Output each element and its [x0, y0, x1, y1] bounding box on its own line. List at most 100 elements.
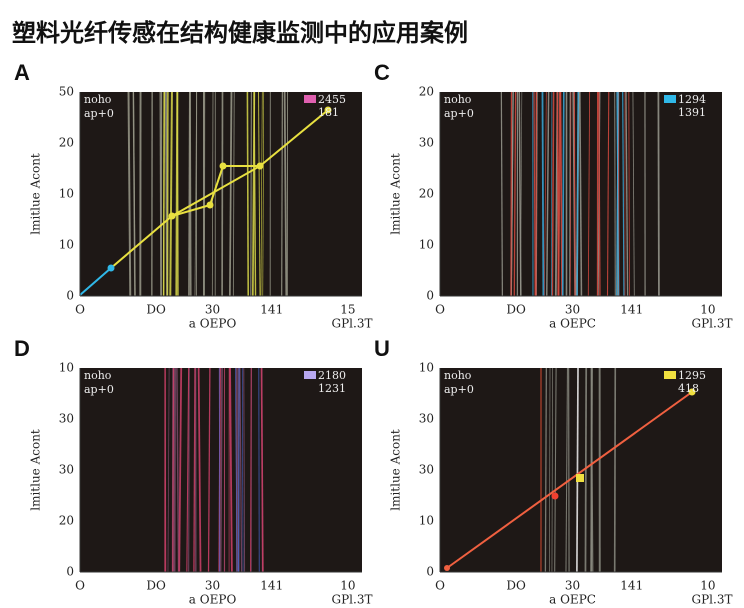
legend-swatch: [304, 95, 316, 103]
x-tick-label: DO: [506, 303, 526, 317]
signal-line: [573, 91, 576, 297]
signal-line: [565, 367, 569, 573]
signal-line: [587, 91, 591, 297]
trend-line: [79, 267, 112, 296]
signal-line: [159, 91, 162, 297]
y-tick-label: 10: [419, 514, 434, 528]
signal-line: [598, 91, 601, 297]
x-tick-label: 30: [565, 579, 580, 593]
signal-line: [189, 91, 192, 297]
legend-text: 2455: [318, 93, 346, 106]
trend-line: [110, 109, 329, 269]
x-axis-right-label: GPl.3T: [692, 593, 733, 607]
signal-line: [229, 91, 232, 297]
y-tick-label: 10: [419, 238, 434, 252]
signal-line: [133, 91, 136, 297]
signal-line: [561, 91, 565, 297]
signal-line: [250, 91, 252, 297]
panel-letter: A: [14, 60, 30, 85]
y-tick-label: 30: [419, 136, 434, 150]
legend-text: 1391: [678, 106, 706, 119]
signal-line: [614, 91, 616, 297]
signal-line: [232, 91, 235, 297]
signal-line: [549, 367, 551, 573]
y-tick-label: 30: [59, 412, 74, 426]
signal-line: [518, 91, 522, 297]
note-text: ap+0: [84, 383, 114, 396]
legend-text: 181: [318, 106, 339, 119]
x-axis-right-label: GPl.3T: [332, 593, 373, 607]
signal-line: [251, 91, 256, 297]
signal-line: [235, 367, 238, 573]
x-tick-label: 141: [260, 579, 283, 593]
signal-line: [511, 91, 514, 297]
note-text: noho: [444, 93, 472, 106]
legend-swatch: [664, 371, 676, 379]
signal-line: [175, 91, 179, 297]
x-axis-label: a OEPO: [189, 593, 237, 607]
legend-text: 1295: [678, 369, 706, 382]
signal-line: [613, 367, 617, 573]
plot-area: [80, 92, 362, 296]
x-tick-label: 30: [205, 579, 220, 593]
signal-line: [513, 91, 517, 297]
y-tick-label: 30: [419, 463, 434, 477]
signal-line: [243, 367, 246, 573]
y-tick-label: 0: [66, 565, 74, 579]
x-tick-label: 10: [340, 579, 355, 593]
note-text: ap+0: [444, 383, 474, 396]
signal-line: [246, 91, 250, 297]
signal-line: [559, 91, 563, 297]
signal-line: [569, 91, 572, 297]
signal-line: [250, 367, 252, 573]
x-axis-label: a OEPO: [189, 317, 237, 331]
y-axis-label: lmitlue Acont: [29, 429, 43, 511]
x-tick-label: DO: [146, 579, 166, 593]
signal-line: [241, 367, 244, 573]
signal-line: [188, 367, 190, 573]
signal-line: [281, 91, 283, 297]
marker: [107, 264, 115, 272]
x-tick-label: O: [435, 579, 445, 593]
legend-text: 1231: [318, 382, 346, 395]
y-tick-label: 10: [59, 187, 74, 201]
x-tick-label: 141: [620, 579, 643, 593]
note-text: ap+0: [444, 107, 474, 120]
marker: [219, 162, 227, 170]
signal-line: [169, 91, 173, 297]
signal-line: [262, 91, 265, 297]
x-tick-label: 30: [205, 303, 220, 317]
panel-letter: U: [374, 336, 390, 361]
x-axis-right-label: GPl.3T: [692, 317, 733, 331]
y-tick-label: 0: [426, 565, 434, 579]
marker: [444, 565, 450, 571]
x-tick-label: 10: [700, 579, 715, 593]
legend-text: 1294: [678, 93, 706, 106]
signal-line: [584, 367, 588, 573]
panel-letter: C: [374, 60, 390, 85]
y-tick-label: 20: [419, 187, 434, 201]
note-text: noho: [444, 369, 472, 382]
y-tick-label: 10: [419, 361, 434, 375]
signal-line: [625, 91, 629, 297]
signal-line: [533, 91, 536, 297]
signal-line: [500, 91, 503, 297]
legend-text: 418: [678, 382, 699, 395]
y-tick-label: 20: [59, 514, 74, 528]
marker: [324, 106, 332, 114]
plot-area: [440, 368, 722, 572]
signal-line: [193, 367, 196, 573]
marker: [576, 474, 584, 482]
signal-line: [546, 91, 550, 297]
x-tick-label: O: [75, 303, 85, 317]
marker: [551, 492, 559, 500]
signal-line: [576, 91, 579, 297]
signal-line: [229, 367, 233, 573]
x-axis-label: a OEPC: [549, 317, 596, 331]
signal-line: [591, 367, 594, 573]
note-text: noho: [84, 93, 112, 106]
legend-swatch: [664, 95, 676, 103]
signal-line: [551, 367, 553, 573]
signal-line: [622, 91, 625, 297]
